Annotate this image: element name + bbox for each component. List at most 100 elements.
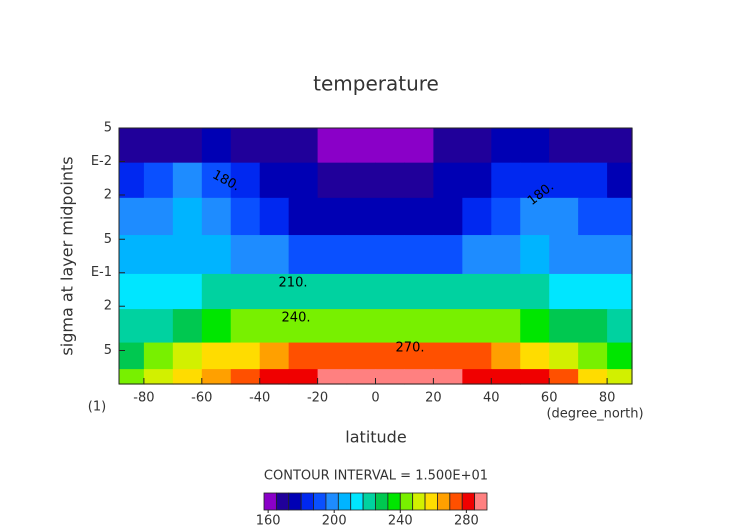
y-tick-label: 5 <box>104 232 112 247</box>
field-cell <box>201 128 232 164</box>
field-cell <box>375 342 406 370</box>
field-cell <box>578 162 608 199</box>
field-cell <box>578 369 608 385</box>
field-cell <box>201 369 232 385</box>
x-tick-label: 20 <box>425 391 442 406</box>
field-cell <box>230 309 261 344</box>
field-cell <box>462 235 492 275</box>
field-cell <box>607 128 633 164</box>
field-cell <box>230 369 261 385</box>
field-cell <box>404 342 435 370</box>
field-cell <box>317 369 348 385</box>
y-tick-label: E-1 <box>91 265 112 280</box>
colorbar-box <box>337 492 352 511</box>
field-cell <box>230 197 261 236</box>
field-cell <box>491 369 521 385</box>
field-cell <box>259 309 290 344</box>
field-cell <box>549 309 579 344</box>
field-cell <box>549 162 579 199</box>
field-cell <box>520 309 550 344</box>
colorbar-box <box>474 492 488 511</box>
field-cell <box>230 342 261 370</box>
field-cell <box>172 342 203 370</box>
colorbar-box <box>362 492 376 511</box>
field-cell <box>346 197 377 236</box>
field-cell <box>549 369 579 385</box>
colorbar-tick-label: 200 <box>322 514 347 529</box>
field-cell <box>462 197 492 236</box>
contour-field <box>119 128 633 385</box>
field-cell <box>520 342 550 370</box>
field-cell <box>201 309 232 344</box>
field-cell <box>549 273 579 310</box>
field-cell <box>433 309 463 344</box>
field-cell <box>143 235 174 275</box>
field-cell <box>346 128 377 164</box>
field-cell <box>119 342 145 370</box>
field-cell <box>433 162 463 199</box>
x-tick-label: -60 <box>191 391 212 406</box>
field-cell <box>491 162 521 199</box>
field-cell <box>119 369 145 385</box>
field-cell <box>491 128 521 164</box>
field-cell <box>549 197 579 236</box>
colorbar-box <box>325 492 339 511</box>
field-cell <box>119 273 145 310</box>
field-cell <box>491 273 521 310</box>
colorbar-box <box>313 492 327 511</box>
field-cell <box>375 128 406 164</box>
field-cell <box>462 309 492 344</box>
x-axis-label: latitude <box>345 428 406 447</box>
field-cell <box>549 235 579 275</box>
field-cell <box>201 342 232 370</box>
x-tick-label: 60 <box>541 391 558 406</box>
field-cell <box>578 235 608 275</box>
field-cell <box>288 369 319 385</box>
colorbar-box <box>399 492 414 511</box>
field-cell <box>143 273 174 310</box>
field-cell <box>230 128 261 164</box>
colorbar-box <box>424 492 438 511</box>
field-cell <box>288 162 319 199</box>
colorbar-box <box>350 492 364 511</box>
field-cell <box>288 342 319 370</box>
field-cell <box>172 128 203 164</box>
field-cell <box>143 309 174 344</box>
field-cell <box>288 309 319 344</box>
field-cell <box>462 369 492 385</box>
field-cell <box>172 273 203 310</box>
field-cell <box>259 197 290 236</box>
field-cell <box>491 309 521 344</box>
field-cell <box>404 369 435 385</box>
field-cell <box>143 197 174 236</box>
y-tick-label: 5 <box>104 343 112 358</box>
field-cell <box>520 273 550 310</box>
field-cell <box>375 235 406 275</box>
colorbar-box <box>288 492 302 511</box>
field-cell <box>346 235 377 275</box>
x-tick-label: -20 <box>307 391 328 406</box>
field-cell <box>404 197 435 236</box>
y-axis-label: sigma at layer midpoints <box>58 156 77 355</box>
field-cell <box>143 342 174 370</box>
field-cell <box>119 235 145 275</box>
field-cell <box>288 197 319 236</box>
field-cell <box>491 235 521 275</box>
field-cell <box>288 128 319 164</box>
colorbar-box <box>375 492 389 511</box>
field-cell <box>578 197 608 236</box>
field-cell <box>317 273 348 310</box>
field-cell <box>433 128 463 164</box>
contour-interval: CONTOUR INTERVAL = 1.500E+01 <box>264 469 488 484</box>
field-cell <box>607 342 633 370</box>
field-cell <box>462 342 492 370</box>
field-cell <box>317 342 348 370</box>
chart-title: temperature <box>313 72 439 96</box>
field-cell <box>346 369 377 385</box>
field-cell <box>172 197 203 236</box>
field-cell <box>317 128 348 164</box>
field-cell <box>607 369 633 385</box>
colorbar-box <box>449 492 463 511</box>
field-cell <box>201 235 232 275</box>
field-cell <box>578 273 608 310</box>
